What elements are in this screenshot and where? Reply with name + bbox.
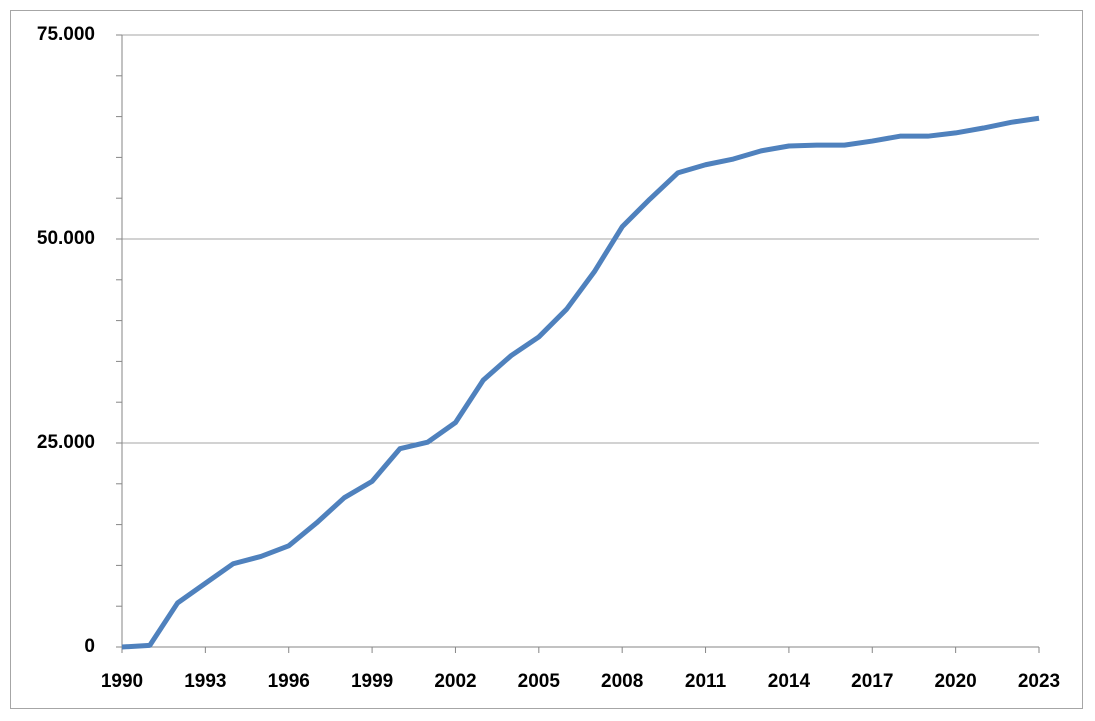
x-tick-label: 1990 bbox=[101, 671, 143, 692]
x-tick-label: 2005 bbox=[518, 671, 561, 692]
x-tick-label: 2023 bbox=[1018, 671, 1060, 692]
x-tick-label: 2011 bbox=[685, 671, 727, 692]
x-tick-label: 2008 bbox=[601, 671, 643, 692]
x-tick-label: 1999 bbox=[351, 671, 393, 692]
x-tick-label: 2014 bbox=[768, 671, 811, 692]
data-line bbox=[121, 115, 1040, 650]
y-tick-label: 0 bbox=[84, 636, 95, 657]
y-tick-label: 75.000 bbox=[37, 24, 95, 45]
x-tick-label: 1993 bbox=[184, 671, 226, 692]
x-tick-label: 2020 bbox=[934, 671, 976, 692]
y-tick-label: 25.000 bbox=[37, 432, 95, 453]
x-tick-label: 2017 bbox=[851, 671, 893, 692]
x-tick-label: 2002 bbox=[434, 671, 476, 692]
x-tick-label: 1996 bbox=[268, 671, 310, 692]
y-tick-label: 50.000 bbox=[37, 228, 95, 249]
chart-frame bbox=[10, 10, 1083, 709]
